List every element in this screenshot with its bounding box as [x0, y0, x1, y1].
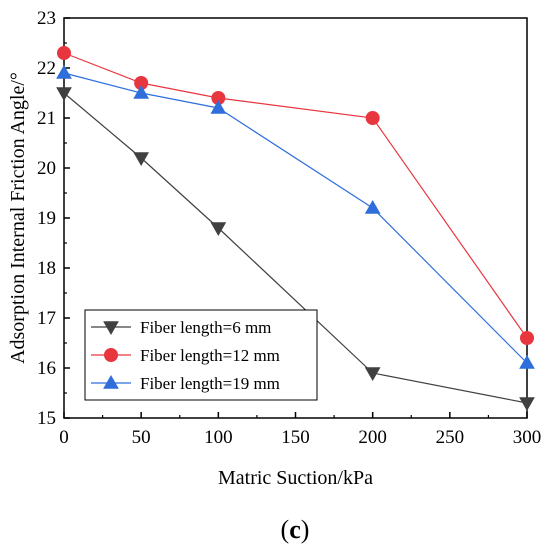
data-point	[364, 199, 381, 214]
x-tick-label: 200	[358, 427, 387, 448]
x-axis-title: Matric Suction/kPa	[218, 467, 373, 489]
data-point	[133, 152, 150, 167]
y-tick-label: 20	[37, 158, 56, 179]
y-tick-label: 16	[37, 358, 56, 379]
panel-label-close: )	[301, 515, 310, 544]
y-tick-label: 17	[37, 308, 56, 329]
x-tick-label: 250	[436, 427, 465, 448]
x-tick-label: 50	[132, 427, 151, 448]
data-point	[519, 354, 535, 369]
x-tick-label: 300	[513, 427, 542, 448]
data-point	[365, 111, 380, 125]
legend: Fiber length=6 mm Fiber length=12 mm Fiber…	[84, 309, 318, 401]
legend-marker	[103, 321, 119, 336]
series-1	[56, 87, 535, 412]
data-point	[56, 87, 72, 102]
panel-label-letter: c	[289, 515, 301, 544]
legend-marker	[103, 374, 119, 389]
y-tick-label: 15	[37, 408, 56, 429]
x-tick-label: 100	[204, 427, 233, 448]
data-point	[519, 397, 535, 412]
x-tick-label: 150	[281, 427, 310, 448]
y-tick-label: 23	[37, 8, 56, 29]
y-tick-label: 19	[37, 208, 56, 229]
series-3	[56, 64, 535, 369]
y-tick-label: 18	[37, 258, 56, 279]
y-axis-title: Adsorption Internal Friction Angle/°	[7, 72, 29, 364]
series-layer	[56, 46, 535, 412]
legend-label: Fiber length=6 mm	[140, 318, 271, 337]
panel-label: (c)	[281, 515, 310, 544]
series-line	[63, 52, 528, 339]
data-point	[364, 367, 381, 382]
data-point	[520, 331, 534, 345]
y-tick-label: 22	[37, 58, 56, 79]
legend-label: Fiber length=12 mm	[140, 346, 280, 365]
data-point	[56, 64, 72, 79]
legend-label: Fiber length=19 mm	[140, 374, 280, 393]
axes: 0 50 100 150 200 250 300 15 16 17 18 19 20 21 22 23	[37, 8, 541, 448]
y-tick-label: 21	[37, 108, 56, 129]
panel-label-open: (	[281, 515, 290, 544]
x-tick-label: 0	[59, 427, 69, 448]
data-point	[133, 84, 150, 99]
data-point	[57, 46, 71, 60]
legend-marker	[104, 348, 118, 362]
data-point	[210, 222, 227, 237]
data-point	[210, 99, 227, 114]
